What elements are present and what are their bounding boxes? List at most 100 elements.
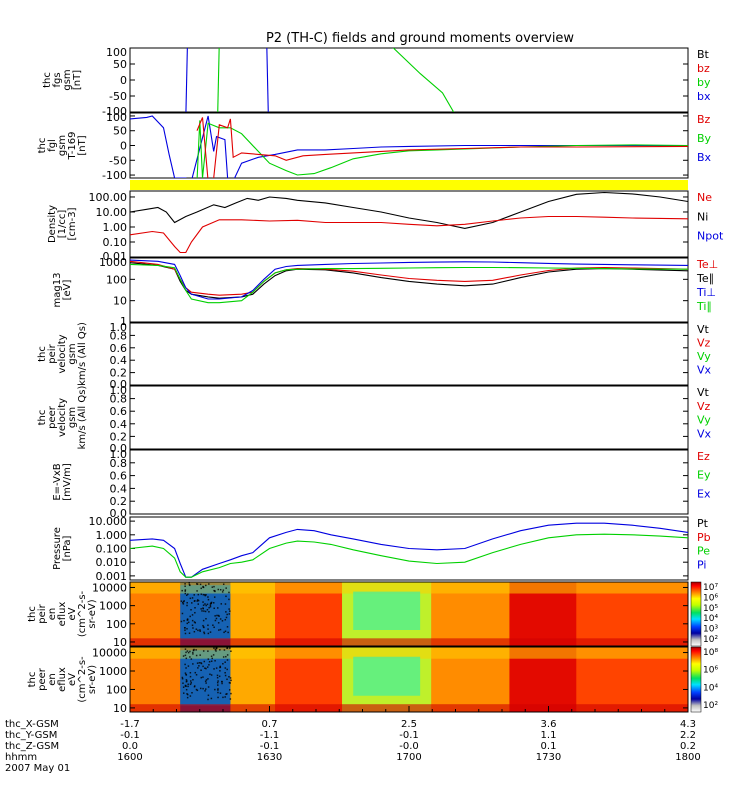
y-axis-label-line: sr-eV)	[87, 599, 98, 628]
spectrogram-sparse-pixel	[185, 680, 188, 683]
spectrogram-sparse-pixel	[195, 674, 198, 676]
spectrogram-sparse-pixel	[225, 611, 227, 613]
spectrogram-sparse-pixel	[193, 621, 196, 623]
y-tick-label: 0.8	[110, 329, 128, 342]
spectrogram-sparse-pixel	[229, 647, 231, 649]
y-tick-label: 0.2	[110, 367, 128, 380]
spectrogram-sparse-pixel	[205, 594, 207, 596]
spectrogram-sparse-pixel	[187, 685, 189, 688]
legend-entry: Vt	[697, 386, 710, 399]
spectrogram-sparse-pixel	[189, 695, 192, 697]
series-Te⊥	[130, 260, 688, 296]
y-axis-label-line: thc	[42, 72, 53, 88]
spectrogram-sparse-pixel	[229, 610, 231, 612]
spectrogram-sparse-pixel	[210, 697, 213, 700]
figure-title: P2 (TH-C) fields and ground moments over…	[266, 31, 574, 46]
panel-frame	[129, 385, 689, 450]
y-tick-label: 50	[113, 125, 127, 138]
legend-entry: Ez	[697, 450, 710, 463]
spectrogram-sparse-pixel	[204, 688, 207, 690]
spectrogram-sparse-pixel	[206, 608, 209, 611]
spectrogram-sparse-pixel	[210, 601, 213, 604]
y-axis-label-line: peir	[37, 603, 48, 623]
time-axis-value: 0.0	[122, 741, 138, 752]
colorbar-tick-label: 10⁶	[703, 593, 718, 603]
y-tick-label: 100	[106, 618, 127, 631]
y-tick-label: 100	[106, 683, 127, 696]
spectrogram-sparse-pixel	[197, 629, 199, 632]
spectrogram-sparse-pixel	[191, 597, 194, 599]
spectrogram-sparse-pixel	[186, 693, 189, 696]
spectrogram-low-energy-band	[130, 638, 688, 646]
y-axis-label-line: mag13	[52, 273, 63, 308]
spectrogram-sparse-pixel	[222, 589, 225, 591]
y-tick-label: 0.2	[110, 495, 128, 508]
panel-peer_en: 10⁸ 10⁶ 10⁴ 10² 10000 1000 100 10 thcpeereneflux…	[27, 646, 718, 715]
legend-entry: Pi	[697, 558, 706, 571]
spectrogram-sparse-pixel	[190, 680, 192, 682]
spectrogram-sparse-pixel	[207, 628, 209, 630]
series-by	[392, 48, 455, 112]
y-axis-label-line: eV	[67, 607, 78, 620]
legend-entry: Bx	[697, 151, 712, 164]
spectrogram-sparse-pixel	[207, 658, 210, 660]
spectrogram-sparse-pixel	[224, 671, 226, 674]
spectrogram-sparse-pixel	[207, 596, 209, 598]
y-tick-label: 10000	[92, 581, 127, 594]
time-axis-value: 0.7	[262, 719, 278, 730]
spectrogram-sparse-pixel	[192, 651, 194, 654]
y-axis-label-line: gsm	[67, 343, 78, 364]
spectrogram-sparse-pixel	[182, 600, 185, 603]
y-tick-label: 0.4	[110, 418, 128, 431]
spectrogram-sparse-pixel	[225, 616, 228, 619]
spectrogram-sparse-pixel	[217, 588, 220, 591]
spectrogram-sparse-pixel	[196, 689, 199, 692]
spectrogram-sparse-pixel	[212, 602, 215, 604]
legend-entry: Ti∥	[696, 300, 712, 313]
spectrogram-sparse-pixel	[184, 627, 186, 629]
y-axis-label-line: [eV]	[62, 280, 73, 301]
y-tick-label: 1.000	[96, 529, 128, 542]
spectrogram-sparse-pixel	[207, 686, 210, 688]
spectrogram-sparse-pixel	[211, 657, 213, 660]
y-axis-label-line: [cm-3]	[67, 207, 78, 240]
time-axis-row-label: hhmm	[5, 752, 37, 763]
spectrogram-sparse-pixel	[202, 593, 205, 596]
y-tick-label: 0.0	[110, 378, 128, 391]
spectrogram-sparse-pixel	[217, 689, 219, 691]
y-axis-label-line: [1/cc]	[57, 210, 68, 239]
spectrogram-sparse-pixel	[199, 654, 201, 656]
spectrogram-sparse-pixel	[214, 615, 216, 617]
spectrogram-sparse-pixel	[222, 583, 225, 585]
colorbar-peir_en	[690, 581, 702, 647]
spectrogram-sparse-pixel	[186, 650, 189, 652]
spectrogram-sparse-pixel	[218, 675, 221, 678]
spectrogram-sparse-pixel	[226, 654, 229, 656]
series-By	[196, 120, 688, 178]
series-group	[130, 522, 688, 578]
spectrogram-sparse-pixel	[194, 671, 197, 674]
spectrogram-sparse-pixel	[230, 679, 232, 682]
y-axis-label-line: [nT]	[77, 135, 88, 155]
y-tick-label: 10	[113, 702, 127, 715]
spectrogram-sparse-pixel	[219, 649, 221, 651]
y-axis-label-line: [nPa]	[62, 535, 73, 561]
quality-flag-bar	[130, 180, 688, 190]
spectrogram-sparse-pixel	[184, 589, 187, 591]
spectrogram-sparse-pixel	[196, 599, 199, 601]
spectrogram-sparse-pixel	[210, 660, 213, 662]
panel-peir_vel: 1.00.80.60.40.20.0 thcpeirvelocitygsmkm/s…	[37, 321, 712, 391]
y-axis-label: Density[1/cc][cm-3]	[47, 205, 78, 243]
spectrogram-sparse-pixel	[182, 686, 185, 688]
spectrogram-sparse-pixel	[184, 654, 187, 657]
spectrogram-sparse-pixel	[205, 617, 207, 620]
colorbar-tick-label: 10⁸	[703, 648, 718, 658]
spectrogram-sparse-pixel	[181, 601, 184, 604]
y-axis-label-line: km/s (All Qs)	[77, 322, 88, 386]
spectrogram-sparse-pixel	[229, 682, 231, 684]
time-axis-value: 1600	[117, 752, 142, 763]
y-tick-label: 10000	[92, 647, 127, 660]
y-tick-label: 100	[106, 111, 127, 124]
spectrogram-sparse-pixel	[223, 631, 225, 634]
